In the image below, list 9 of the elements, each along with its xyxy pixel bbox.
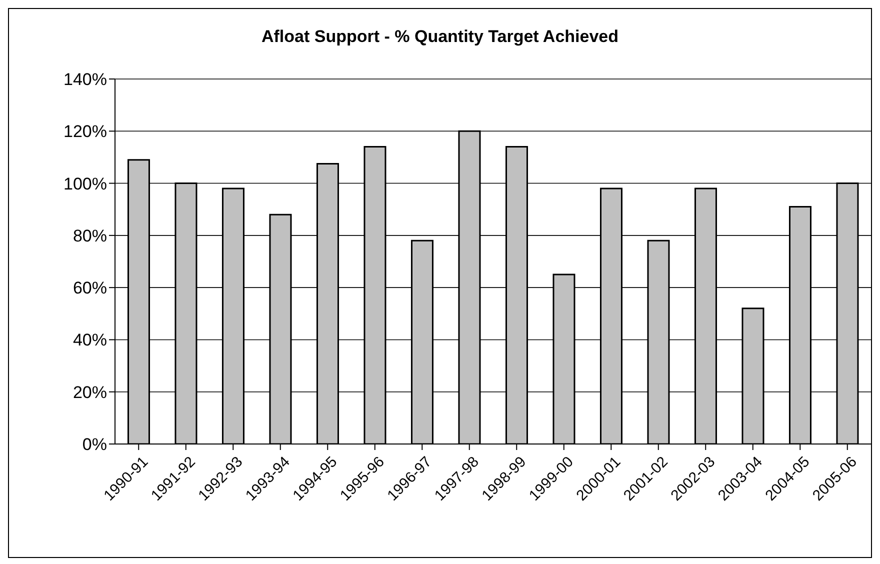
y-tick-label: 120% bbox=[64, 122, 107, 142]
y-tick-label: 40% bbox=[72, 330, 107, 350]
y-tick-label: 0% bbox=[82, 435, 107, 454]
y-tick-label: 140% bbox=[64, 70, 107, 90]
y-tick-label: 60% bbox=[72, 278, 107, 298]
y-tick-label: 100% bbox=[64, 174, 107, 194]
y-tick-label: 80% bbox=[72, 226, 107, 246]
chart-title: Afloat Support - % Quantity Target Achieved bbox=[260, 27, 620, 47]
y-tick-label: 20% bbox=[72, 382, 107, 402]
